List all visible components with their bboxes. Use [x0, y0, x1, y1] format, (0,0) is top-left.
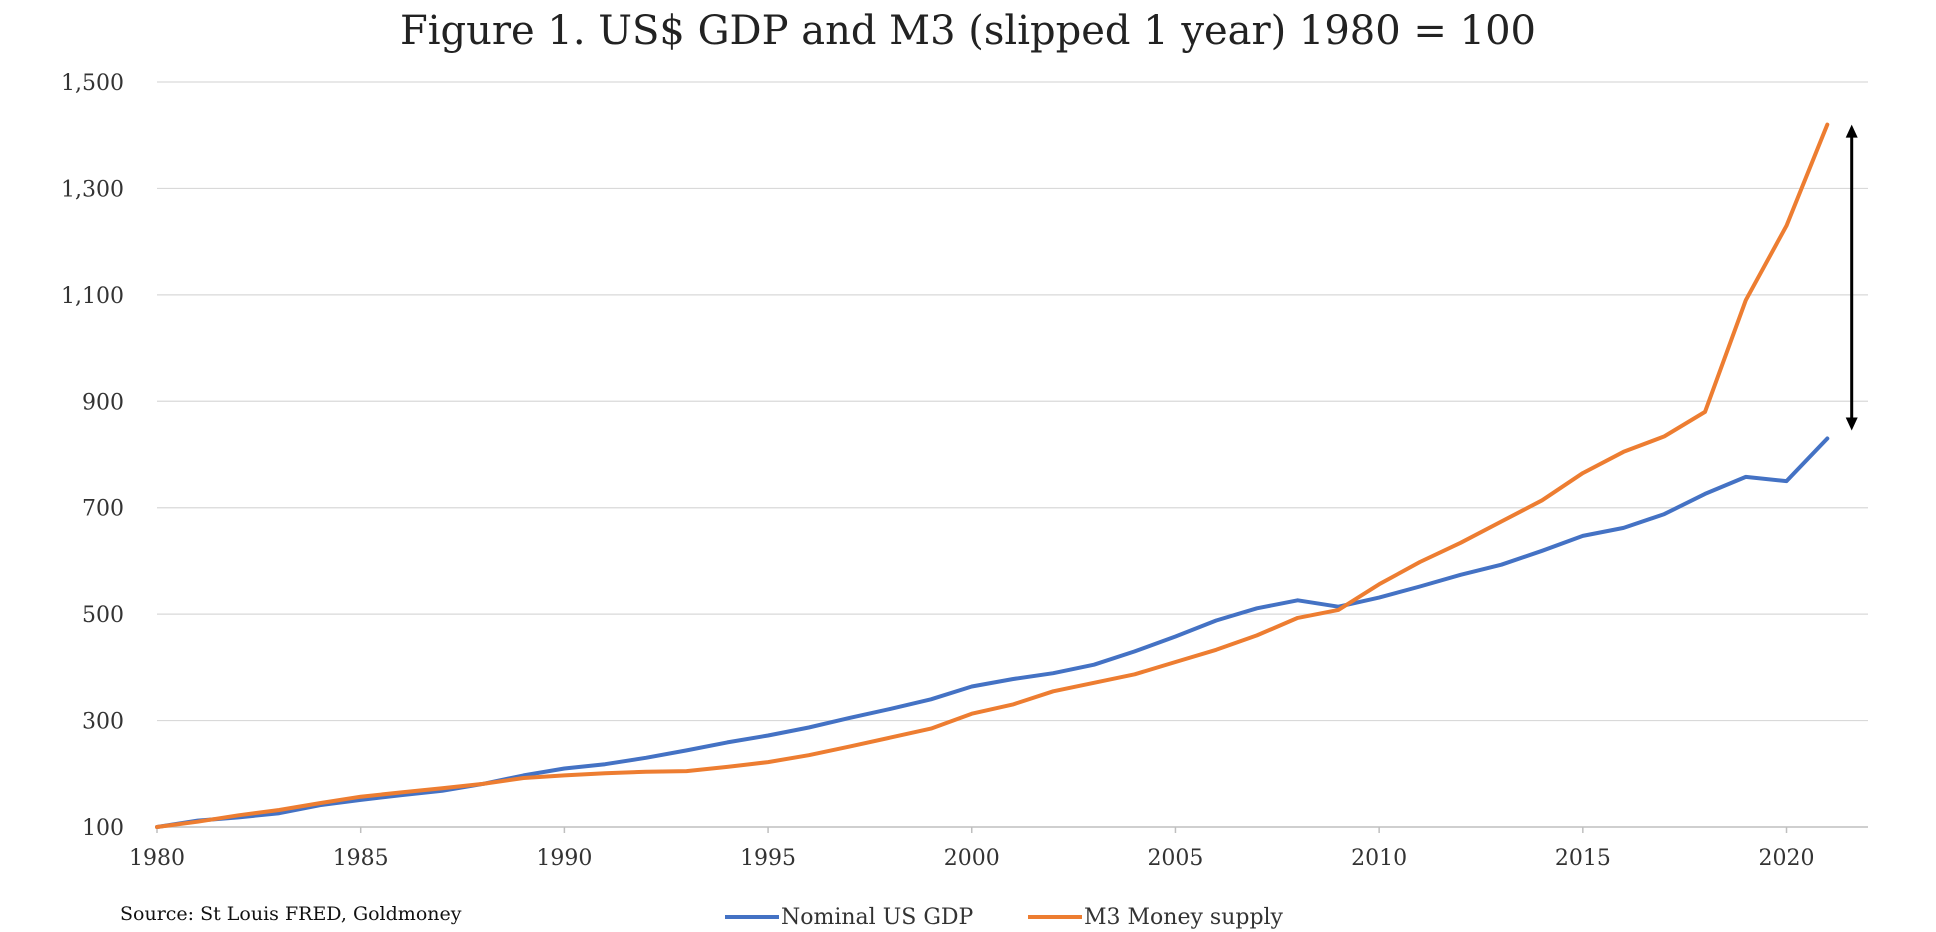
annotations: [1845, 124, 1858, 431]
gridlines: [157, 81, 1868, 828]
y-tick-label: 500: [82, 603, 124, 628]
x-tick-label: 2020: [1759, 846, 1815, 871]
series-line-m3: [155, 122, 1830, 829]
x-tick-label: 1990: [536, 846, 592, 871]
y-tick-label: 1,300: [61, 177, 124, 202]
y-tick-label: 1,500: [61, 71, 124, 96]
legend: Nominal US GDP M3 Money supply: [725, 905, 1284, 930]
source-note: Source: St Louis FRED, Goldmoney: [120, 903, 462, 925]
x-tick-label: 2010: [1351, 846, 1407, 871]
x-tick-label: 2005: [1147, 846, 1203, 871]
x-axis-tick-labels: 1980 1985 1990 1995 2000 2005 2010 2015 2020: [129, 827, 1815, 871]
x-tick-label: 1995: [740, 846, 796, 871]
x-tick-label: 1980: [129, 846, 185, 871]
y-tick-label: 300: [82, 710, 124, 735]
legend-label: Nominal US GDP: [781, 905, 974, 930]
x-tick-label: 1985: [333, 846, 389, 871]
y-tick-label: 1,100: [61, 284, 124, 309]
gap-arrow-head-down: [1845, 417, 1858, 431]
x-tick-label: 2000: [944, 846, 1000, 871]
y-axis-tick-labels: 100 300 500 700 900 1,100 1,300 1,500: [61, 71, 124, 841]
x-tick-label: 2015: [1555, 846, 1611, 871]
y-tick-label: 700: [82, 497, 124, 522]
legend-label: M3 Money supply: [1084, 905, 1284, 930]
series-line-gdp: [155, 436, 1830, 829]
gap-arrow-head-up: [1845, 124, 1858, 138]
y-tick-label: 900: [82, 390, 124, 415]
series-lines: [155, 122, 1830, 829]
chart-title: Figure 1. US$ GDP and M3 (slipped 1 year…: [400, 8, 1536, 54]
y-tick-label: 100: [82, 816, 124, 841]
